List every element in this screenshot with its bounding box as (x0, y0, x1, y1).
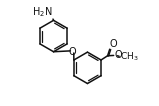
Text: O: O (115, 50, 122, 60)
Text: CH$_3$: CH$_3$ (120, 51, 138, 63)
Text: O: O (110, 39, 118, 49)
Text: O: O (68, 47, 76, 57)
Text: H$_2$N: H$_2$N (32, 5, 52, 19)
